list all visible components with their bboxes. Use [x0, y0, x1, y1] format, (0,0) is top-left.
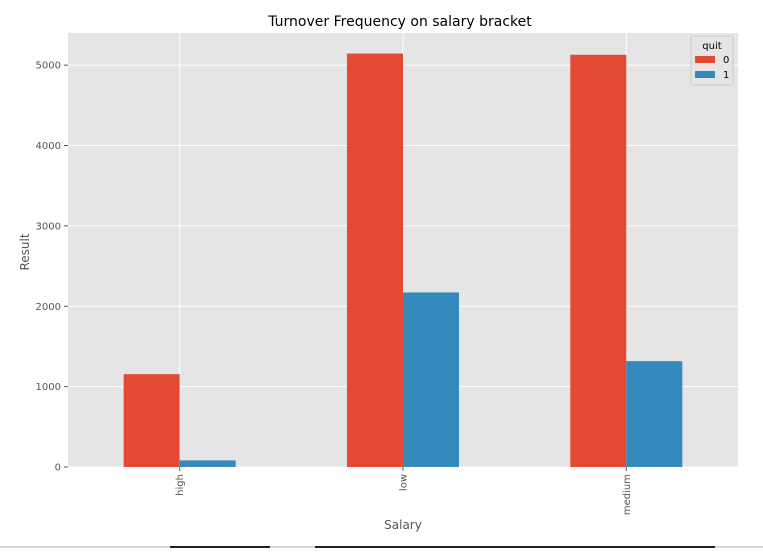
legend-swatch-1	[695, 71, 715, 78]
x-tick-label: high	[175, 474, 186, 496]
chart-title: Turnover Frequency on salary bracket	[267, 14, 532, 30]
y-axis-label: Result	[18, 233, 32, 270]
x-axis-label: Salary	[384, 518, 422, 532]
x-tick-label: low	[399, 474, 410, 491]
legend-swatch-0	[695, 56, 715, 63]
y-tick-label: 2000	[36, 302, 61, 313]
legend-label-0: 0	[723, 55, 729, 66]
legend-title: quit	[702, 41, 721, 52]
bar-high-series-1	[179, 460, 236, 467]
y-tick-label: 0	[55, 463, 61, 474]
bars	[123, 53, 683, 468]
bar-medium-series-1	[626, 361, 683, 467]
bar-low-series-0	[347, 53, 403, 467]
y-tick-label: 3000	[36, 221, 61, 232]
bar-high-series-0	[123, 374, 180, 467]
bar-low-series-1	[403, 292, 459, 467]
window-bottom-edge-dark	[315, 546, 715, 548]
bar-medium-series-0	[570, 54, 627, 468]
legend-label-1: 1	[723, 70, 729, 81]
axes: 0 1000 2000 3000 4000 5000 high low medium	[36, 61, 633, 515]
y-tick-label: 4000	[36, 141, 61, 152]
y-tick-label: 5000	[36, 61, 61, 72]
y-tick-label: 1000	[36, 382, 61, 393]
x-tick-label: medium	[622, 474, 633, 515]
window-bottom-edge-dark	[170, 546, 270, 548]
